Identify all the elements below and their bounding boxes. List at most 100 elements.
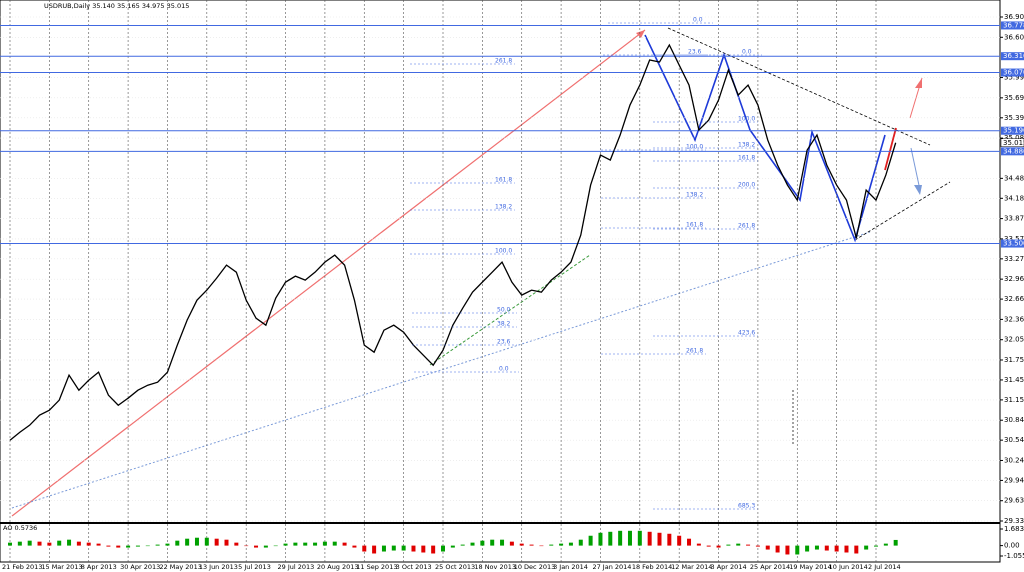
ao-bar bbox=[490, 539, 495, 546]
ao-bar bbox=[578, 539, 583, 546]
fib-label: 261.8 bbox=[495, 58, 512, 65]
ao-bar bbox=[175, 540, 180, 546]
trend-line bbox=[429, 254, 591, 366]
price-line bbox=[9, 43, 897, 441]
level-tag bbox=[1001, 147, 1024, 156]
ao-bar bbox=[509, 541, 514, 546]
ao-bar bbox=[391, 545, 396, 551]
fib-label: 100.0 bbox=[738, 116, 755, 123]
ao-bar bbox=[480, 540, 485, 546]
y-tick-label: 35.390 bbox=[1004, 114, 1024, 122]
x-tick-label: 29 Jul 2013 bbox=[278, 563, 315, 571]
ao-title: AO 0.5736 bbox=[3, 524, 37, 532]
y-tick-label: 33.270 bbox=[1004, 255, 1024, 263]
level-label: 36.070 bbox=[1003, 69, 1024, 77]
ao-bar bbox=[696, 543, 701, 546]
ao-bar bbox=[86, 542, 91, 546]
ao-bar bbox=[96, 543, 101, 546]
x-tick-label: 5 Jul 2013 bbox=[238, 563, 271, 571]
y-tick-label: 31.750 bbox=[1004, 356, 1024, 364]
level-tag bbox=[1001, 52, 1024, 61]
fib-label: 0.0 bbox=[693, 17, 703, 24]
y-tick-label: 34.180 bbox=[1004, 194, 1024, 202]
ao-bar bbox=[263, 545, 268, 548]
fib-label: 23.6 bbox=[497, 339, 511, 346]
ao-bar bbox=[755, 545, 760, 547]
ao-bar bbox=[185, 538, 190, 546]
ao-bar bbox=[322, 541, 327, 546]
ao-bar bbox=[726, 544, 731, 546]
ao-bar bbox=[135, 545, 140, 547]
y-tick-label: 30.845 bbox=[1004, 416, 1024, 424]
level-label: 34.886 bbox=[1003, 147, 1024, 155]
y-tick-label: 33.570 bbox=[1004, 235, 1024, 243]
ao-bar bbox=[67, 539, 72, 546]
fib-label: 200.0 bbox=[738, 182, 755, 189]
level-tag bbox=[1001, 21, 1024, 30]
ao-bar bbox=[76, 541, 81, 546]
ao-bar bbox=[736, 543, 741, 546]
y-tick-label: 30.545 bbox=[1004, 436, 1024, 444]
ao-bar bbox=[116, 545, 121, 548]
ao-bar bbox=[57, 540, 62, 546]
x-tick-label: 21 Feb 2013 bbox=[2, 563, 42, 571]
x-tick-label: 3 Oct 2013 bbox=[396, 563, 432, 571]
ao-bar bbox=[460, 544, 465, 546]
y-tick-label: 32.055 bbox=[1004, 336, 1024, 344]
ao-bar bbox=[500, 539, 505, 546]
wave-lines bbox=[644, 34, 886, 243]
ao-bar bbox=[441, 545, 445, 552]
ao-bar bbox=[864, 545, 869, 550]
y-tick-label: 32.965 bbox=[1004, 275, 1024, 283]
x-tick-label: 25 Oct 2013 bbox=[435, 563, 475, 571]
ao-bar bbox=[47, 542, 52, 546]
triangle-line bbox=[854, 181, 951, 241]
ao-bar bbox=[814, 545, 819, 550]
ao-bar bbox=[411, 545, 416, 552]
ao-bar bbox=[155, 544, 160, 546]
ao-bar bbox=[362, 545, 367, 552]
ao-bar bbox=[608, 531, 613, 546]
x-tick-label: 19 May 2014 bbox=[789, 563, 831, 571]
ao-bar bbox=[844, 545, 849, 553]
fib-label: 685.3 bbox=[738, 503, 755, 510]
ao-bar bbox=[893, 539, 898, 546]
ao-bar bbox=[854, 545, 859, 554]
ao-bar bbox=[687, 538, 692, 546]
ao-bar bbox=[234, 542, 239, 546]
ao-bar bbox=[627, 530, 632, 546]
x-tick-label: 11 Sep 2013 bbox=[356, 563, 397, 571]
level-label: 36.316 bbox=[1003, 52, 1024, 60]
ao-bar bbox=[647, 531, 652, 546]
ao-bar bbox=[165, 543, 170, 546]
ao-bar bbox=[214, 538, 219, 546]
ao-bar bbox=[431, 545, 436, 554]
ao-bar bbox=[254, 545, 259, 548]
ao-bar bbox=[834, 545, 839, 552]
x-tick-label: 27 Jan 2014 bbox=[592, 563, 631, 571]
ao-bar bbox=[805, 545, 810, 552]
ao-bar bbox=[8, 542, 12, 546]
last-price-label: 35.015 bbox=[1003, 139, 1024, 147]
level-tag bbox=[1001, 68, 1024, 77]
ao-bar bbox=[568, 542, 573, 546]
x-tick-label: 8 Apr 2013 bbox=[81, 563, 117, 571]
level-label: 36.778 bbox=[1003, 21, 1024, 29]
y-tick-label: 29.940 bbox=[1004, 476, 1024, 484]
ao-bar bbox=[244, 545, 249, 547]
ao-bar bbox=[746, 544, 751, 546]
x-tick-label: 3 Apr 2014 bbox=[711, 563, 747, 571]
ao-bar bbox=[667, 533, 672, 546]
ao-bar bbox=[450, 545, 455, 548]
x-tick-label: 25 Apr 2014 bbox=[750, 563, 790, 571]
arrow-head bbox=[636, 30, 645, 38]
y-tick-label: 34.480 bbox=[1004, 174, 1024, 182]
ao-bar bbox=[716, 545, 721, 548]
wave-up bbox=[884, 127, 897, 171]
ao-bar bbox=[421, 545, 426, 553]
y-tick-label: 31.450 bbox=[1004, 376, 1024, 384]
level-label: 35.196 bbox=[1003, 127, 1024, 135]
ao-bar bbox=[372, 545, 377, 554]
ao-bar bbox=[194, 537, 199, 546]
